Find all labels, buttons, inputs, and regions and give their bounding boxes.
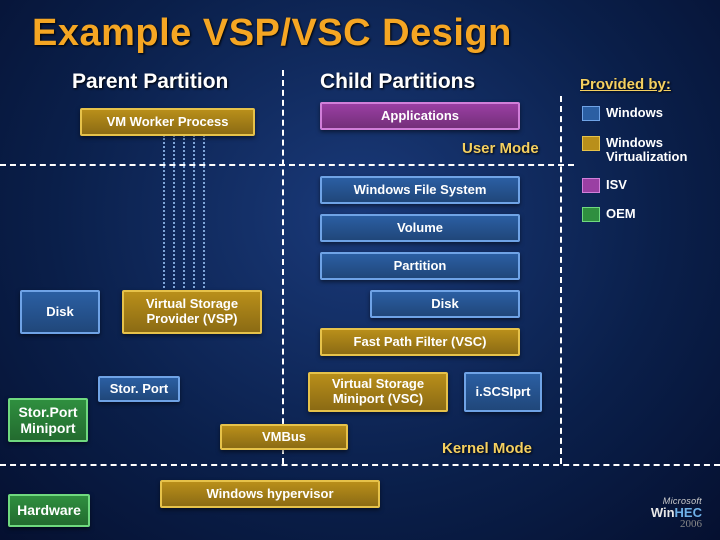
box-wfs: Windows File System [320, 176, 520, 204]
col-child: Child Partitions [320, 70, 475, 94]
page-title: Example VSP/VSC Design [0, 0, 720, 55]
divider-user-kernel [0, 164, 574, 166]
box-disk-parent: Disk [20, 290, 100, 334]
conn-worker-vsp-3 [183, 135, 185, 300]
legend-isv: ISV [582, 178, 627, 193]
conn-worker-vsp-2 [173, 135, 175, 300]
legend-swatch [582, 178, 600, 193]
conn-worker-vsp-1 [163, 135, 165, 300]
conn-worker-vsp-5 [203, 135, 205, 300]
legend-winvirt: Windows Virtualization [582, 136, 696, 165]
legend-swatch [582, 207, 600, 222]
box-hypervisor: Windows hypervisor [160, 480, 380, 508]
legend-label: Windows [606, 106, 663, 120]
legend-swatch [582, 136, 600, 151]
box-volume: Volume [320, 214, 520, 242]
box-vmbus: VMBus [220, 424, 348, 450]
footer-win: Win [651, 505, 675, 520]
box-apps: Applications [320, 102, 520, 130]
box-vs-miniport: Virtual Storage Miniport (VSC) [308, 372, 448, 412]
legend-oem: OEM [582, 207, 636, 222]
legend-label: Windows Virtualization [606, 136, 696, 165]
conn-worker-vsp-4 [193, 135, 195, 300]
legend-title: Provided by: [580, 76, 671, 93]
box-fastpath: Fast Path Filter (VSC) [320, 328, 520, 356]
box-vm-worker: VM Worker Process [80, 108, 255, 136]
box-partition: Partition [320, 252, 520, 280]
footer-logo: Microsoft WinHEC 2006 [651, 497, 702, 530]
divider-child-right [560, 96, 562, 464]
divider-parent-child [282, 70, 284, 464]
box-iscsi: i.SCSIprt [464, 372, 542, 412]
divider-kernel-hyp [0, 464, 720, 466]
box-storport: Stor. Port [98, 376, 180, 402]
box-storport-miniport: Stor.Port Miniport [8, 398, 88, 442]
box-hardware: Hardware [8, 494, 90, 527]
footer-year: 2006 [651, 519, 702, 530]
label-kernel-mode: Kernel Mode [442, 440, 532, 457]
legend-label: ISV [606, 178, 627, 192]
label-user-mode: User Mode [462, 140, 539, 157]
box-disk-child: Disk [370, 290, 520, 318]
box-vsp: Virtual Storage Provider (VSP) [122, 290, 262, 334]
legend-label: OEM [606, 207, 636, 221]
legend-swatch [582, 106, 600, 121]
col-parent: Parent Partition [72, 70, 228, 94]
legend-windows: Windows [582, 106, 663, 121]
